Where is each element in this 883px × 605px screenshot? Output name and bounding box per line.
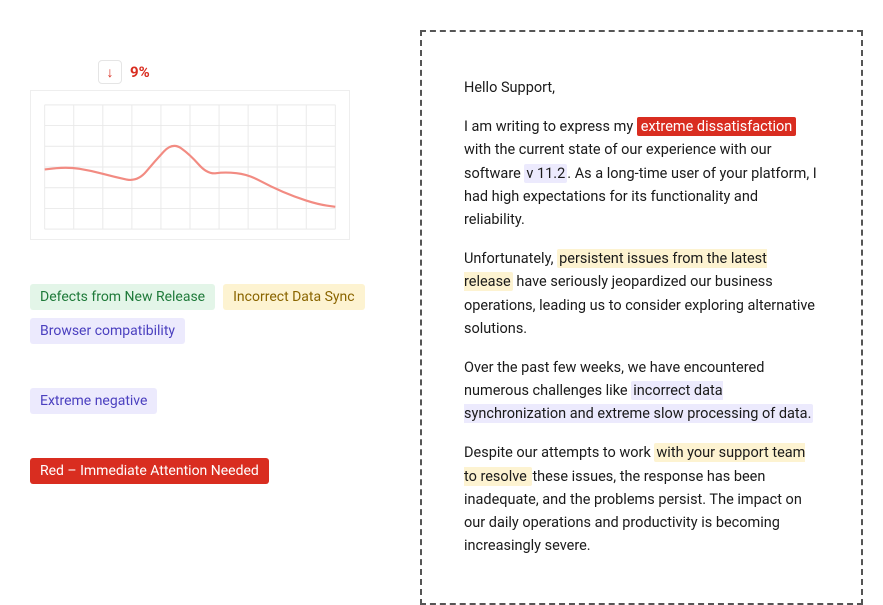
text: Unfortunately, — [464, 250, 557, 267]
ticket-p3: Over the past few weeks, we have encount… — [464, 356, 819, 426]
text: I am writing to express my — [464, 118, 637, 135]
ticket-p1: I am writing to express my extreme dissa… — [464, 115, 819, 231]
analysis-panel: ↓ 9% Defects from New Release Incorrect D… — [30, 30, 380, 514]
highlight-extreme-dissatisfaction: extreme dissatisfaction — [637, 117, 796, 136]
ticket-p4: Despite our attempts to work with your s… — [464, 441, 819, 557]
tag: Browser compatibility — [30, 318, 185, 344]
topics-label-placeholder — [30, 258, 120, 276]
ticket-p2: Unfortunately, persistent issues from th… — [464, 247, 819, 340]
panel-title-placeholder — [30, 30, 290, 52]
text: have seriously jeopardized our business … — [464, 273, 815, 336]
tag: Extreme negative — [30, 388, 157, 414]
tag: Incorrect Data Sync — [223, 284, 364, 310]
arrow-down-icon: ↓ — [107, 64, 114, 81]
text: Despite our attempts to work — [464, 444, 654, 461]
ticket-panel: Hello Support, I am writing to express m… — [420, 30, 863, 514]
ticket-content: Hello Support, I am writing to express m… — [420, 30, 863, 605]
highlight-version: v 11.2 — [524, 164, 567, 183]
tag: Red – Immediate Attention Needed — [30, 458, 269, 484]
csat-trend-chart — [30, 90, 350, 240]
sentiment-label-placeholder — [30, 362, 120, 380]
csat-label-placeholder — [30, 62, 90, 82]
tag: Defects from New Release — [30, 284, 215, 310]
csat-percent: 9% — [130, 63, 150, 81]
sentiment-tags: Extreme negative — [30, 388, 380, 414]
priority-tags: Red – Immediate Attention Needed — [30, 458, 380, 484]
csat-row: ↓ 9% — [30, 60, 380, 84]
priority-label-placeholder — [30, 432, 120, 450]
ticket-greeting: Hello Support, — [464, 76, 819, 99]
topics-tags: Defects from New Release Incorrect Data S… — [30, 284, 380, 344]
trend-arrow-box: ↓ — [98, 60, 122, 84]
